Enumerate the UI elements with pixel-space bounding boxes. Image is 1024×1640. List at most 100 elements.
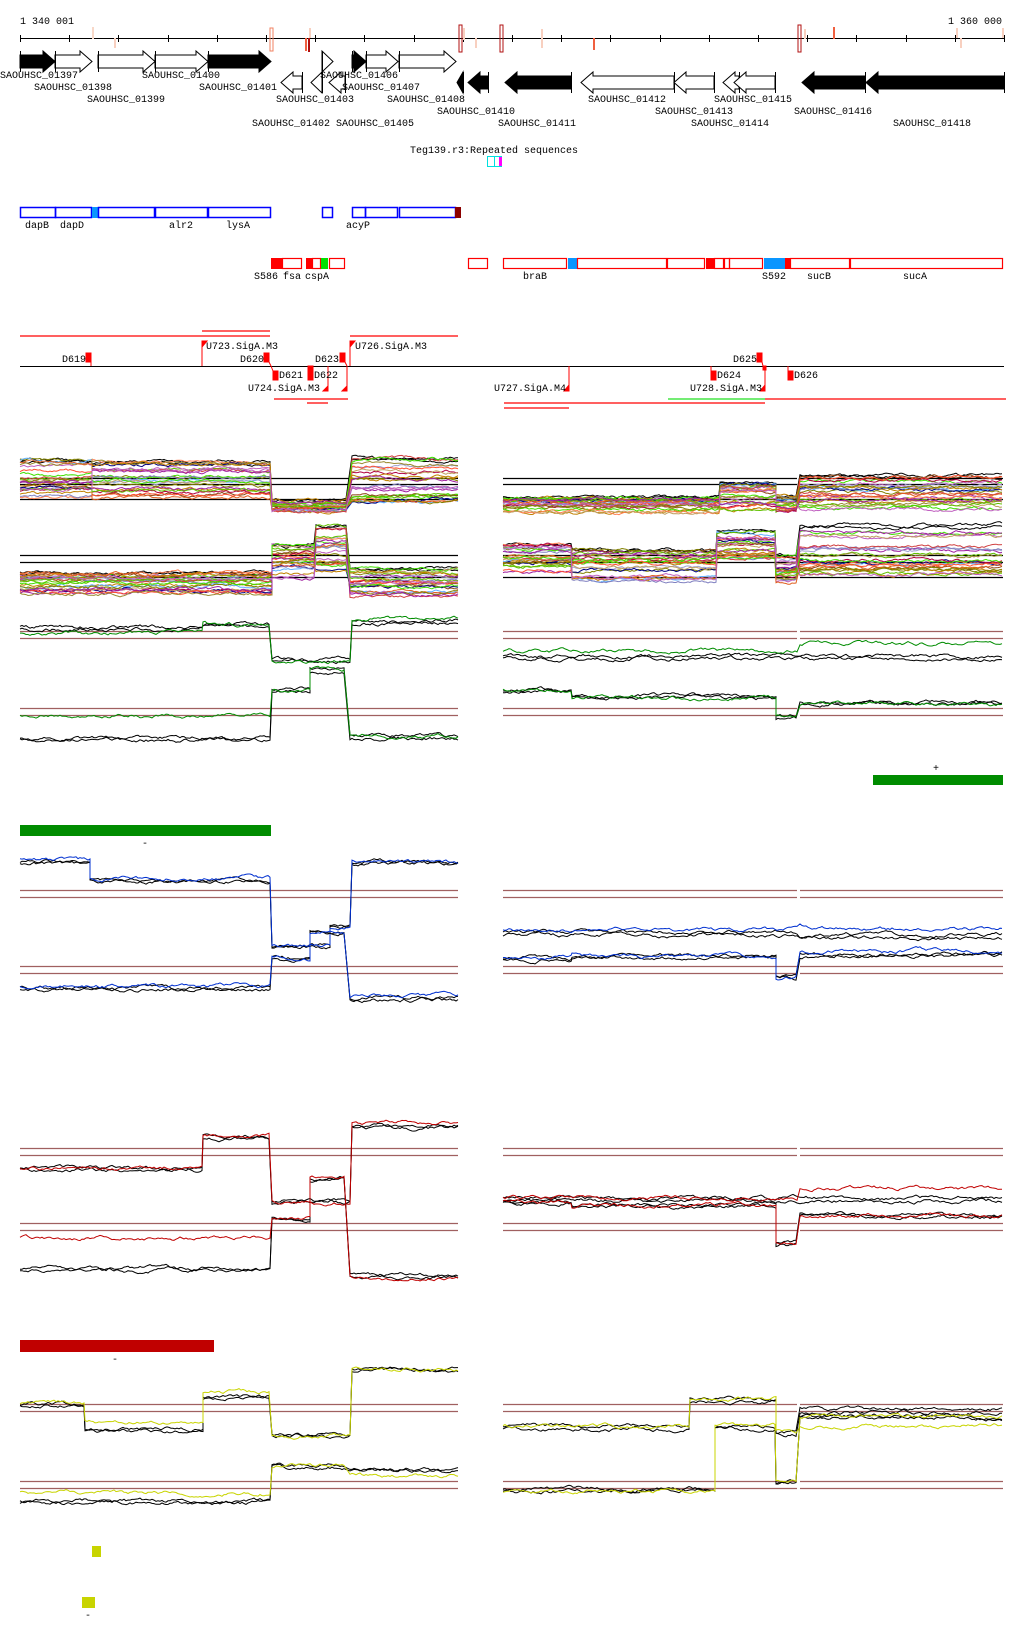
operon-box[interactable] xyxy=(54,206,93,219)
operon-box[interactable] xyxy=(97,206,156,219)
gene-arrow[interactable] xyxy=(154,49,209,74)
operon-box[interactable] xyxy=(207,206,272,219)
operon-box[interactable] xyxy=(321,206,334,219)
ruler-markers xyxy=(92,24,1004,53)
gene-arrow[interactable] xyxy=(865,70,1005,95)
gene-arrow[interactable] xyxy=(321,49,334,74)
operon-box[interactable] xyxy=(92,207,98,218)
transcript-box[interactable] xyxy=(311,257,322,270)
gene-arrow[interactable] xyxy=(207,49,272,74)
gene-saouhsc_01399[interactable]: SAOUHSC_01399 xyxy=(87,49,165,106)
transcript-box[interactable] xyxy=(706,258,714,269)
gene-saouhsc_01401[interactable]: SAOUHSC_01401 xyxy=(199,49,277,94)
gene-arrow[interactable] xyxy=(733,70,776,95)
gene-saouhsc_01397[interactable]: SAOUHSC_01397 xyxy=(0,49,78,82)
terminator-marker[interactable] xyxy=(710,370,717,381)
gene-saouhsc_01414[interactable]: SAOUHSC_01414 xyxy=(691,70,776,130)
transcript-box[interactable] xyxy=(568,258,577,269)
transcript-box[interactable] xyxy=(576,257,668,270)
operon-box[interactable] xyxy=(154,206,209,219)
gene-arrow[interactable] xyxy=(19,49,56,74)
gene-arrow[interactable] xyxy=(467,70,489,95)
transcript-box[interactable] xyxy=(789,257,851,270)
gene-arrow[interactable] xyxy=(97,49,156,74)
transcript-box[interactable] xyxy=(728,257,764,270)
repeat-feature[interactable] xyxy=(487,156,503,167)
transcript-box[interactable] xyxy=(328,257,346,270)
gene-arrow[interactable] xyxy=(328,70,346,95)
transcript-box[interactable] xyxy=(281,257,303,270)
gene-arrow[interactable] xyxy=(801,70,866,95)
gene-saouhsc_01412[interactable]: SAOUHSC_01412 xyxy=(580,70,675,106)
expression-trace xyxy=(19,930,459,999)
gene-arrow[interactable] xyxy=(398,49,457,74)
gene-label: SAOUHSC_01415 xyxy=(714,95,792,106)
transcript-box[interactable] xyxy=(723,257,731,270)
expression-trace xyxy=(502,1396,1003,1434)
expression-trace xyxy=(502,1199,1003,1246)
gene-saouhsc_01402[interactable]: SAOUHSC_01402 xyxy=(252,49,334,130)
terminator-marker[interactable] xyxy=(85,352,92,363)
gene-arrow[interactable] xyxy=(54,49,93,74)
repeat-track: Teg139.r3:Repeated sequences xyxy=(410,145,578,167)
gene-arrow[interactable] xyxy=(504,70,572,95)
gene-saouhsc_01411[interactable]: SAOUHSC_01411 xyxy=(498,70,576,130)
gene-arrow[interactable] xyxy=(365,49,399,74)
gene-saouhsc_01410[interactable]: SAOUHSC_01410 xyxy=(437,70,515,118)
gene-label: SAOUHSC_01416 xyxy=(794,107,872,118)
gene-label: SAOUHSC_01414 xyxy=(691,119,769,130)
promoter-marker[interactable] xyxy=(201,340,209,349)
operon-box[interactable] xyxy=(19,206,57,219)
expression-trace xyxy=(19,1462,459,1505)
gene-saouhsc_01413[interactable]: SAOUHSC_01413 xyxy=(655,70,733,118)
gene-arrow[interactable] xyxy=(351,49,367,74)
gene-saouhsc_01400[interactable]: SAOUHSC_01400 xyxy=(142,49,220,82)
operon-box[interactable] xyxy=(398,206,457,219)
promoter-marker[interactable] xyxy=(562,383,570,392)
promoter-marker[interactable] xyxy=(340,384,348,392)
ruler-start-label: 1 340 001 xyxy=(20,17,74,28)
gene-saouhsc_01416[interactable]: SAOUHSC_01416 xyxy=(794,70,872,118)
transcript-box[interactable] xyxy=(764,258,785,269)
terminator-marker[interactable] xyxy=(263,352,270,363)
promoter-marker[interactable] xyxy=(349,340,357,349)
gene-saouhsc_01407[interactable]: SAOUHSC_01407 xyxy=(342,49,420,94)
transcript-box[interactable] xyxy=(467,257,489,270)
transcript-label: fsa xyxy=(283,271,301,283)
terminator-marker[interactable] xyxy=(339,352,346,363)
ruler-end-label: 1 360 000 xyxy=(948,17,1002,28)
gene-saouhsc_01408[interactable]: SAOUHSC_01408 xyxy=(387,49,465,106)
transcript-box[interactable] xyxy=(502,257,568,270)
transcript-box[interactable] xyxy=(271,258,282,269)
gene-arrow[interactable] xyxy=(580,70,675,95)
promoter-marker[interactable] xyxy=(758,383,766,392)
gene-saouhsc_01398[interactable]: SAOUHSC_01398 xyxy=(34,49,112,94)
gene-saouhsc_01403[interactable]: SAOUHSC_01403 xyxy=(276,70,354,106)
sample-trace xyxy=(502,532,1003,571)
gene-saouhsc_01406[interactable]: SAOUHSC_01406 xyxy=(320,49,398,82)
sample-trace xyxy=(19,459,459,506)
terminator-marker[interactable] xyxy=(307,365,314,381)
gene-saouhsc_01405[interactable]: SAOUHSC_01405 xyxy=(310,70,414,130)
gene-saouhsc_01418[interactable]: SAOUHSC_01418 xyxy=(865,70,1005,130)
operon-label: dapD xyxy=(60,220,84,232)
terminator-marker[interactable] xyxy=(756,352,763,363)
transcript-box[interactable] xyxy=(849,257,1004,270)
regulation-label: D619 xyxy=(62,355,86,366)
gene-arrow[interactable] xyxy=(280,70,303,95)
operon-box[interactable] xyxy=(351,206,367,219)
operon-box[interactable] xyxy=(455,207,461,218)
terminator-marker[interactable] xyxy=(272,370,279,381)
transcript-box[interactable] xyxy=(321,258,328,269)
gene-arrow[interactable] xyxy=(722,70,740,95)
transcript-box[interactable] xyxy=(785,258,790,269)
gene-arrow[interactable] xyxy=(673,70,715,95)
operon-box[interactable] xyxy=(364,206,399,219)
promoter-marker[interactable] xyxy=(321,384,329,392)
regulation-label: U723.SigA.M3 xyxy=(206,341,278,353)
terminator-marker[interactable] xyxy=(787,370,794,381)
transcript-box[interactable] xyxy=(306,258,312,269)
transcript-box[interactable] xyxy=(666,257,706,270)
gene-arrow[interactable] xyxy=(456,70,464,95)
transcript-box[interactable] xyxy=(713,257,725,270)
